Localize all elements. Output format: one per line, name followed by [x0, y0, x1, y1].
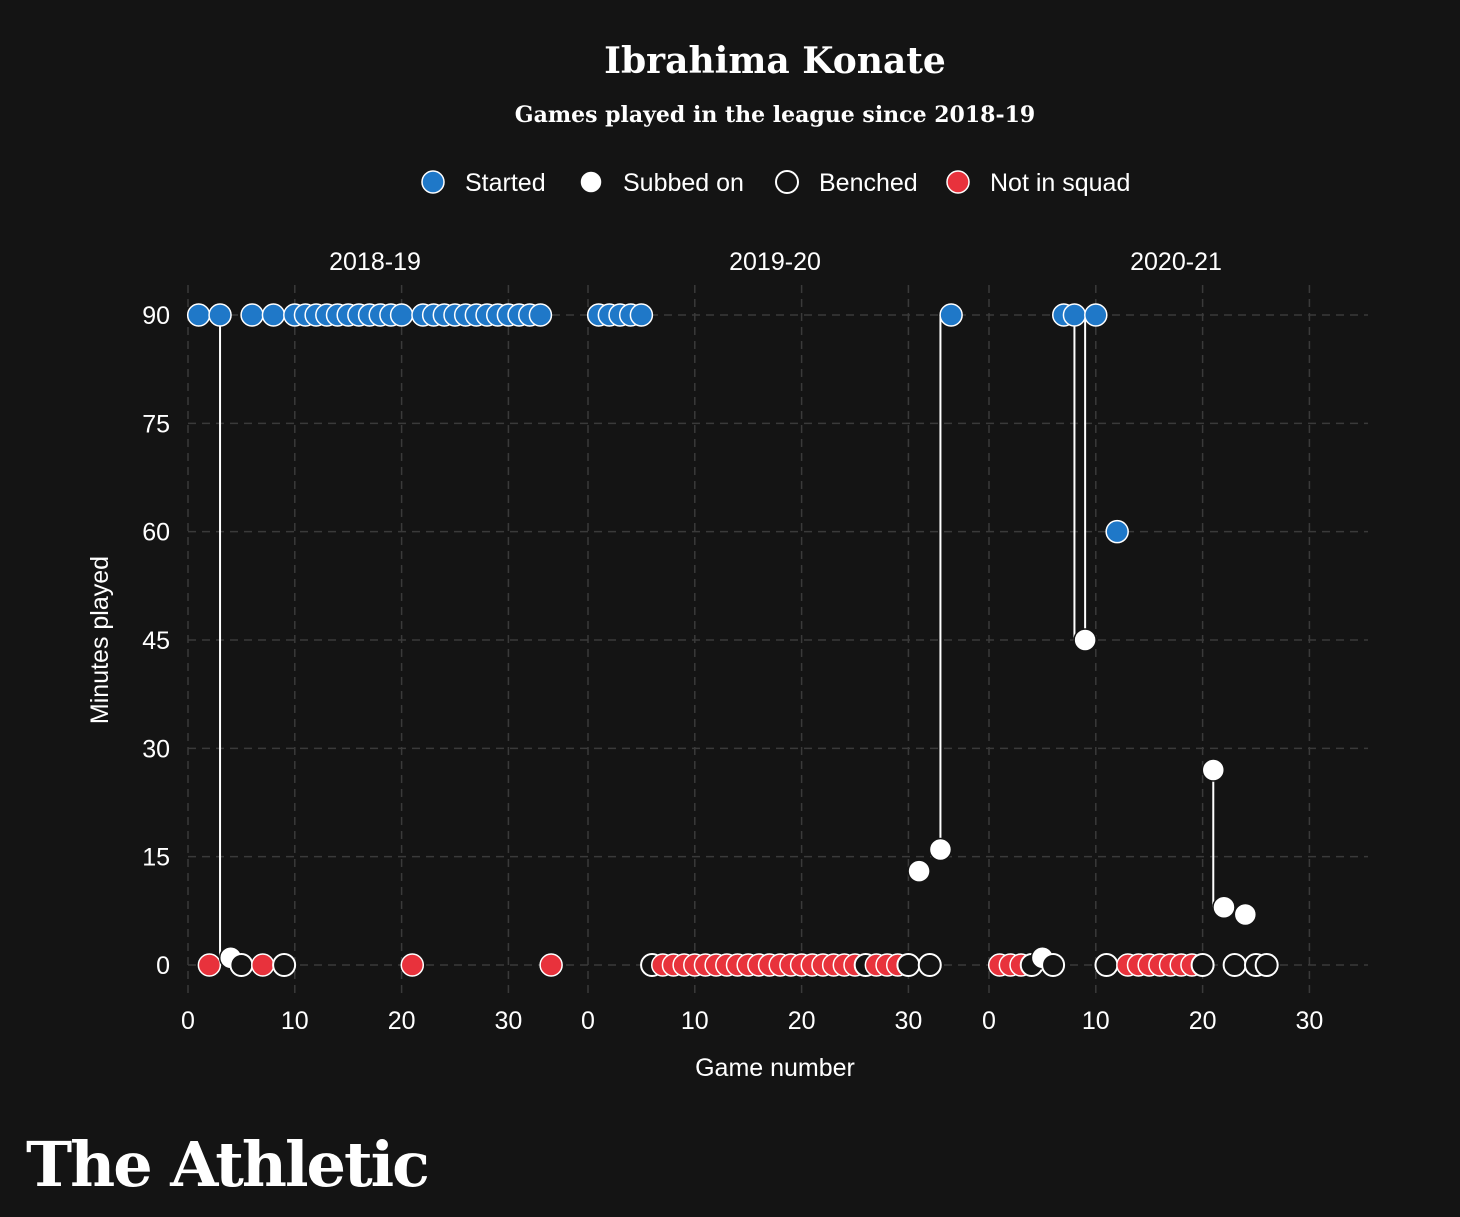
point-subbed — [1073, 628, 1097, 652]
plot-area: 0 15 30 45 60 75 90 2018-19 0 10 20 30 2019-20 0 10 20 3… — [142, 248, 1368, 1035]
point-benched — [229, 953, 254, 977]
point-benched — [896, 953, 921, 977]
point-notsquad — [400, 953, 425, 977]
point-started — [1062, 303, 1087, 327]
x-tick-label: 0 — [982, 1007, 996, 1035]
legend-marker-started — [421, 170, 445, 194]
y-tick-label: 45 — [142, 627, 170, 655]
point-started — [629, 303, 654, 327]
x-tick-label: 20 — [788, 1007, 816, 1035]
x-tick-label: 10 — [681, 1007, 709, 1035]
chart-title: Ibrahima Konate — [604, 40, 946, 82]
y-axis-label: Minutes played — [86, 556, 114, 724]
point-benched — [1190, 953, 1215, 977]
x-tick-label: 10 — [1082, 1007, 1110, 1035]
point-started — [1105, 519, 1129, 544]
point-subbed — [1201, 758, 1226, 782]
x-tick-label: 30 — [494, 1007, 522, 1035]
legend-label-subbed: Subbed on — [623, 169, 744, 197]
y-tick-label: 60 — [142, 519, 170, 547]
point-notsquad — [251, 953, 275, 977]
point-started — [389, 303, 414, 327]
x-tick-label: 30 — [1295, 1007, 1323, 1035]
chart-subtitle: Games played in the league since 2018-19 — [515, 102, 1035, 128]
point-benched — [917, 953, 942, 977]
point-started — [939, 303, 963, 327]
x-axis-label: Game number — [695, 1054, 855, 1082]
legend-marker-benched — [775, 170, 799, 194]
panel-title-2020-21: 2020-21 — [1130, 248, 1222, 276]
legend-marker-notsquad — [946, 170, 970, 194]
brand-logo: The Athletic — [26, 1128, 430, 1201]
x-tick-label: 30 — [894, 1007, 922, 1035]
legend-label-notsquad: Not in squad — [990, 169, 1130, 197]
x-tick-label: 20 — [1189, 1007, 1217, 1035]
y-tick-label: 75 — [142, 410, 170, 438]
point-benched — [1094, 953, 1119, 977]
legend-marker-subbed — [579, 170, 603, 194]
point-benched — [1041, 953, 1066, 977]
point-subbed — [1212, 895, 1236, 919]
y-tick-label: 90 — [142, 302, 170, 330]
point-subbed — [1233, 902, 1258, 927]
point-subbed — [928, 837, 953, 862]
point-started — [1084, 303, 1108, 327]
point-notsquad — [197, 953, 222, 977]
point-subbed — [907, 859, 931, 883]
x-tick-label: 20 — [388, 1007, 416, 1035]
legend: Started Subbed on Benched Not in squad — [421, 169, 1130, 197]
y-tick-label: 15 — [142, 844, 170, 872]
point-notsquad — [539, 953, 563, 977]
x-tick-label: 0 — [181, 1007, 195, 1035]
point-started — [208, 303, 232, 327]
point-started — [186, 303, 211, 327]
point-benched — [1254, 953, 1279, 977]
legend-label-started: Started — [465, 169, 546, 197]
y-tick-label: 30 — [142, 735, 170, 763]
panel-title-2018-19: 2018-19 — [329, 248, 421, 276]
panel-title-2019-20: 2019-20 — [729, 248, 821, 276]
point-started — [528, 303, 553, 327]
chart: Ibrahima Konate Games played in the leag… — [86, 40, 1368, 1082]
point-started — [240, 303, 264, 327]
point-benched — [272, 953, 297, 977]
y-tick-label: 0 — [156, 952, 170, 980]
x-tick-label: 0 — [581, 1007, 595, 1035]
point-started — [261, 303, 286, 327]
x-tick-label: 10 — [281, 1007, 309, 1035]
point-benched — [1222, 953, 1247, 977]
legend-label-benched: Benched — [819, 169, 918, 197]
